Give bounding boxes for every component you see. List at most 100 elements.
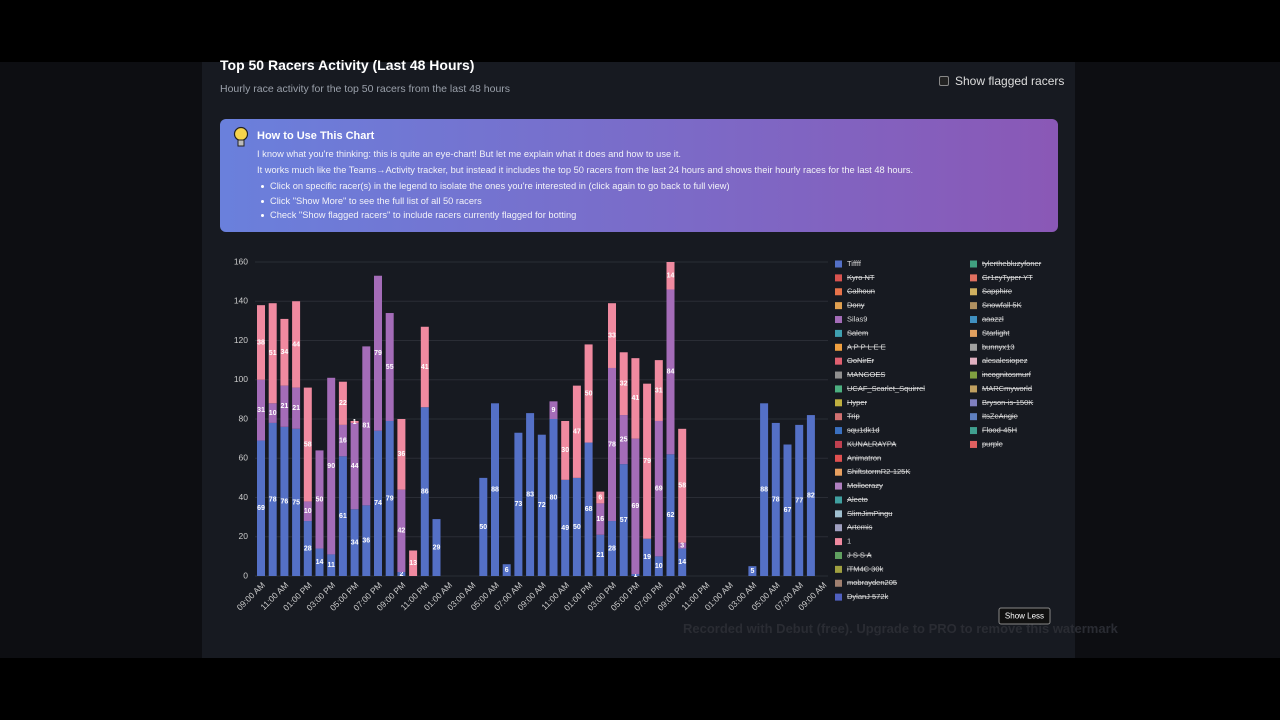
data-label: 32: [620, 381, 628, 388]
legend-label[interactable]: squ1dk1d: [847, 426, 880, 435]
y-tick-label: 100: [234, 374, 248, 384]
data-label: 79: [643, 458, 651, 465]
data-label: 84: [667, 369, 675, 376]
data-label: 80: [550, 494, 558, 501]
data-label: 58: [678, 483, 686, 490]
bar-segment: [327, 377, 336, 555]
bar-segment: [362, 505, 371, 576]
legend-label[interactable]: A P P L E E: [847, 342, 886, 351]
legend-label[interactable]: OoNirEr: [847, 356, 875, 365]
data-label: 3: [680, 542, 684, 549]
show-less-label[interactable]: Show Less: [1005, 612, 1044, 621]
legend-label[interactable]: MANGOES: [847, 370, 885, 379]
bar-segment: [315, 548, 324, 576]
legend-label[interactable]: Trip: [847, 412, 860, 421]
data-label: 61: [339, 513, 347, 520]
legend-swatch: [970, 260, 977, 268]
legend-label[interactable]: 1: [847, 537, 851, 546]
data-label: 11: [327, 562, 335, 569]
legend-label[interactable]: Artemis: [847, 523, 873, 532]
legend-label[interactable]: Alecto: [847, 495, 868, 504]
checkbox[interactable]: [939, 76, 949, 86]
legend-label[interactable]: SlimJimPingu: [847, 509, 892, 518]
legend-label[interactable]: KUNALRAYPA: [847, 439, 896, 448]
legend-label[interactable]: iTM4C 30k: [847, 564, 884, 573]
legend-label[interactable]: Starlight: [982, 328, 1010, 337]
legend-label[interactable]: UCAF_Scarlet_Squirrel: [847, 384, 925, 393]
y-tick-label: 140: [234, 296, 248, 306]
data-label: 31: [257, 407, 265, 414]
legend-label[interactable]: Animatron: [847, 453, 881, 462]
data-label: 14: [316, 559, 324, 566]
legend-label[interactable]: bunnyx13: [982, 342, 1015, 351]
show-less-button[interactable]: [998, 607, 1051, 625]
legend-label[interactable]: J S S A: [847, 550, 872, 559]
legend-label[interactable]: DylanJ 572k: [847, 592, 889, 601]
legend-swatch: [835, 454, 842, 462]
bar-segment: [561, 479, 570, 576]
data-label: 1: [353, 419, 357, 426]
bar-segment: [292, 387, 301, 429]
chart-subtitle: Hourly race activity for the top 50 race…: [220, 83, 511, 95]
legend-label[interactable]: Dony: [847, 301, 865, 310]
legend-label[interactable]: Mollocrazy: [847, 481, 883, 490]
y-tick-label: 40: [239, 492, 249, 502]
legend-label[interactable]: Silas9: [847, 315, 867, 324]
data-label: 75: [292, 499, 300, 506]
legend-label[interactable]: MARCmyworld: [982, 384, 1032, 393]
legend-swatch: [835, 440, 842, 448]
data-label: 34: [351, 539, 359, 546]
legend-label[interactable]: incognitosmurf: [982, 370, 1032, 379]
legend-label[interactable]: ShiftstormR2-125K: [847, 467, 910, 476]
bar-segment: [420, 326, 429, 408]
legend-label[interactable]: ItsZeAngie: [982, 412, 1018, 421]
data-label: 21: [281, 403, 289, 410]
data-label: 78: [269, 496, 277, 503]
legend-swatch: [835, 399, 842, 407]
legend-label[interactable]: alesalesiopez: [982, 356, 1028, 365]
bar-segment: [409, 550, 418, 576]
legend-label[interactable]: tylerthebluzyfoner: [982, 259, 1042, 268]
data-label: 51: [269, 350, 277, 357]
legend-swatch: [835, 482, 842, 490]
data-label: 50: [316, 496, 324, 503]
legend-label[interactable]: Calhoun: [847, 287, 875, 296]
data-label: 55: [386, 364, 394, 371]
legend-swatch: [835, 316, 842, 324]
data-label: 79: [386, 495, 394, 502]
checkbox-label[interactable]: Show flagged racers: [955, 74, 1065, 88]
data-label: 50: [573, 524, 581, 531]
bar-segment: [303, 387, 312, 502]
legend-label[interactable]: Salem: [847, 328, 868, 337]
legend-swatch: [835, 593, 842, 601]
legend-label[interactable]: aaazzl: [982, 315, 1004, 324]
bar-segment: [666, 454, 675, 576]
legend-label[interactable]: purple: [982, 439, 1003, 448]
data-label: 44: [351, 463, 359, 470]
bar-segment: [537, 434, 546, 576]
legend-label[interactable]: Hyper: [847, 398, 868, 407]
bar-segment: [268, 403, 277, 423]
bar-segment: [350, 422, 359, 510]
legend-swatch: [970, 316, 977, 324]
data-label: 57: [620, 517, 628, 524]
bar-segment: [608, 521, 616, 576]
data-label: 44: [292, 341, 300, 348]
data-label: 69: [632, 503, 640, 510]
legend-label[interactable]: mobrayden205: [847, 578, 897, 587]
legend-label[interactable]: Flood-45H: [982, 426, 1017, 435]
legend-label[interactable]: Snowfall 5K: [982, 301, 1022, 310]
legend-swatch: [835, 468, 842, 476]
data-label: 41: [421, 364, 429, 371]
bar-segment: [257, 379, 265, 441]
legend-label[interactable]: Sapphire: [982, 287, 1012, 296]
legend-label[interactable]: Tiffff: [847, 259, 862, 268]
legend-label[interactable]: Kyro NT: [847, 273, 875, 282]
legend-swatch: [970, 288, 977, 296]
legend-label[interactable]: Bryson-is-150K: [982, 398, 1033, 407]
data-label: 19: [643, 554, 651, 561]
legend-swatch: [970, 274, 977, 282]
legend-swatch: [835, 579, 842, 587]
legend-label[interactable]: Gr1eyTyper YT: [982, 273, 1033, 282]
bar-segment: [479, 477, 488, 576]
